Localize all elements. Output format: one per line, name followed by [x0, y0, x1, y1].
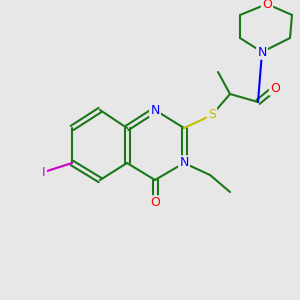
- Text: S: S: [208, 109, 216, 122]
- Text: O: O: [270, 82, 280, 94]
- Text: I: I: [42, 166, 46, 178]
- Text: N: N: [179, 157, 189, 169]
- Text: O: O: [150, 196, 160, 209]
- Text: N: N: [150, 103, 160, 116]
- Text: N: N: [257, 46, 267, 59]
- Text: O: O: [262, 0, 272, 11]
